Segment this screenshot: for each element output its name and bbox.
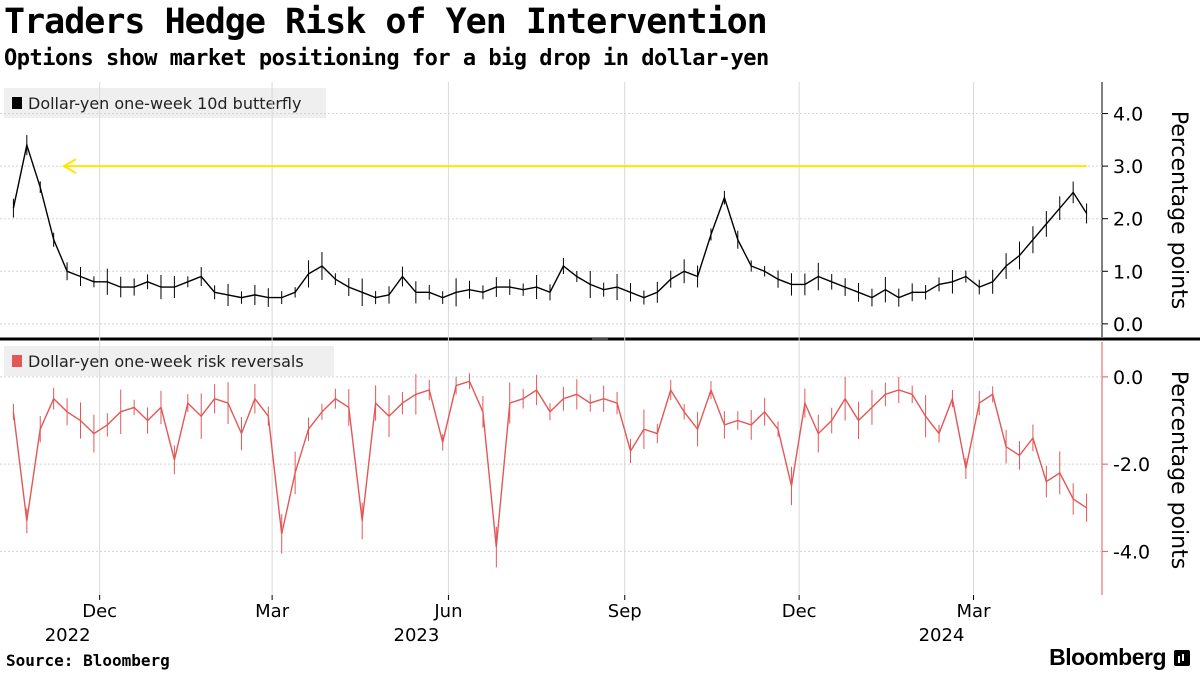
y-tick-label: 4.0 (1113, 104, 1143, 126)
legend-box-risk-reversals (4, 346, 334, 376)
series-layer (12, 135, 1088, 568)
x-tick-label: Mar (255, 601, 290, 622)
gridlines (0, 82, 1102, 595)
y-tick-label: 0.0 (1113, 367, 1143, 389)
brand-logo: Bloomberg (1049, 644, 1190, 671)
x-year-label: 2022 (45, 625, 91, 646)
x-tick-label: Jun (433, 601, 462, 622)
x-tick-label: Dec (782, 601, 817, 622)
legend-label-butterfly: Dollar-yen one-week 10d butterfly (28, 94, 301, 113)
brand-mark-icon (1174, 649, 1190, 666)
chart-subtitle: Options show market positioning for a bi… (4, 46, 769, 71)
legend-swatch-butterfly (12, 97, 22, 109)
series-line-0 (12, 142, 1088, 299)
x-tick-label: Mar (957, 601, 992, 622)
x-tick-label: Dec (82, 601, 117, 622)
legend-swatch-risk-reversals (12, 355, 22, 367)
x-year-label: 2023 (394, 625, 440, 646)
source-note: Source: Bloomberg (6, 651, 170, 670)
legend-label-risk-reversals: Dollar-yen one-week risk reversals (28, 352, 304, 371)
y-tick-label: 0.0 (1113, 314, 1143, 336)
x-year-label: 2024 (919, 625, 965, 646)
y-tick-label: 3.0 (1113, 156, 1143, 178)
y-tick-label: -2.0 (1113, 454, 1150, 476)
y-tick-label: 2.0 (1113, 209, 1143, 231)
y-axis-title-top: Percentage points (1166, 111, 1191, 309)
brand-name: Bloomberg (1049, 644, 1166, 670)
y-tick-label: 1.0 (1113, 261, 1143, 283)
chart-title: Traders Hedge Risk of Yen Intervention (4, 2, 768, 42)
y-axis-title-bottom: Percentage points (1166, 371, 1191, 569)
axis-labels: Dec Mar Jun Sep Dec Mar 2022 2023 2024 4.0 3.0 2.0 1… (45, 104, 1150, 646)
reference-arrowhead (62, 158, 77, 174)
x-tick-label: Sep (608, 601, 642, 622)
y-tick-label: -4.0 (1113, 541, 1150, 563)
